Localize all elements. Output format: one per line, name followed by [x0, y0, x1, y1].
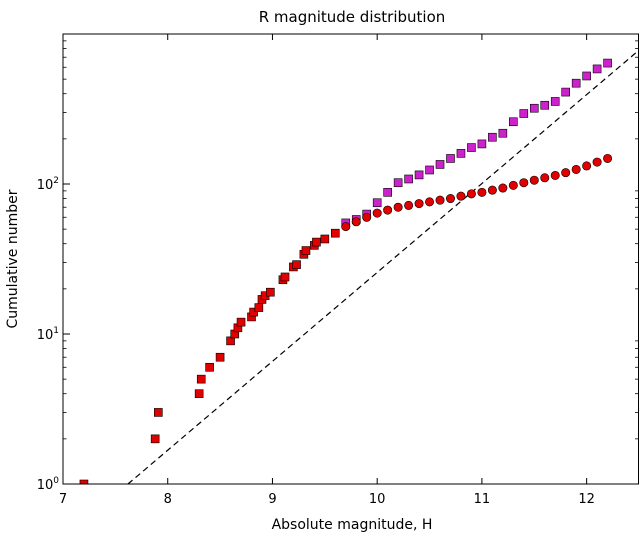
data-point-square	[194, 389, 204, 398]
data-point-square	[320, 234, 330, 244]
data-point-circle	[571, 164, 581, 174]
data-point-square	[292, 260, 301, 269]
data-point-circle	[498, 183, 508, 193]
data-point-circle	[383, 205, 393, 215]
data-point-circle	[466, 189, 476, 199]
data-point-square	[196, 374, 206, 384]
data-point-square	[603, 58, 612, 68]
data-point-square	[509, 117, 518, 127]
data-point-square	[215, 352, 225, 362]
data-point-circle	[351, 217, 361, 227]
data-point-circle	[508, 180, 518, 190]
data-point-square	[383, 188, 392, 197]
data-point-square	[582, 71, 591, 81]
data-point-square	[312, 237, 321, 247]
data-point-circle	[529, 175, 539, 185]
y-tick-label: 101	[37, 326, 59, 343]
data-point-square	[488, 132, 497, 142]
data-point-circle	[603, 153, 613, 163]
data-point-square	[205, 362, 214, 372]
y-axis-label: Cumulative number	[5, 189, 21, 328]
data-point-circle	[456, 191, 466, 201]
x-tick-label: 10	[369, 492, 386, 507]
x-axis-label: Absolute magnitude, H	[272, 517, 433, 533]
data-point-circle	[341, 222, 351, 232]
x-tick-label: 11	[474, 492, 491, 507]
data-point-circle	[592, 157, 602, 167]
data-point-square	[467, 143, 476, 152]
data-point-square	[280, 272, 290, 282]
data-point-circle	[445, 194, 455, 204]
data-point-square	[477, 139, 487, 149]
fit-line	[127, 49, 639, 484]
y-tick-label: 102	[37, 176, 59, 193]
data-point-circle	[414, 199, 424, 209]
data-point-square	[519, 109, 529, 118]
chart-title: R magnitude distribution	[259, 8, 446, 26]
data-point-square	[236, 317, 246, 327]
data-point-circle	[372, 208, 382, 218]
data-point-circle	[393, 202, 403, 212]
data-point-square	[249, 307, 258, 317]
data-point-square	[571, 78, 581, 88]
data-point-square	[446, 154, 455, 163]
data-point-circle	[404, 200, 414, 210]
data-point-circle	[519, 178, 529, 188]
data-point-square	[529, 103, 539, 113]
y-tick-label: 100	[37, 476, 60, 493]
data-point-circle	[425, 197, 435, 207]
data-point-square	[540, 100, 550, 110]
x-tick-label: 8	[164, 492, 172, 507]
data-point-circle	[477, 187, 487, 197]
data-point-square	[425, 165, 434, 175]
data-point-square	[435, 160, 445, 169]
data-point-square	[561, 87, 570, 97]
data-point-circle	[582, 161, 592, 171]
data-point-square	[254, 303, 264, 312]
data-point-square	[79, 479, 89, 484]
data-point-square	[592, 64, 602, 74]
x-tick-label: 12	[578, 492, 595, 507]
data-point-square	[498, 128, 508, 138]
data-point-circle	[435, 195, 445, 205]
data-point-square	[414, 170, 424, 180]
x-tick-label: 7	[59, 492, 67, 507]
data-point-square	[301, 246, 311, 255]
data-point-square	[393, 178, 403, 188]
x-tick-label: 9	[268, 492, 276, 507]
data-point-circle	[561, 168, 571, 178]
data-point-circle	[550, 170, 560, 180]
data-point-square	[372, 198, 382, 208]
data-point-square	[330, 228, 340, 238]
data-point-square	[456, 149, 466, 158]
data-point-square	[266, 287, 275, 297]
data-point-square	[154, 408, 163, 417]
data-point-square	[404, 174, 413, 184]
data-point-square	[550, 97, 560, 106]
data-point-circle	[487, 185, 497, 195]
data-point-square	[150, 434, 160, 444]
data-point-circle	[540, 173, 550, 183]
data-point-circle	[362, 212, 372, 222]
